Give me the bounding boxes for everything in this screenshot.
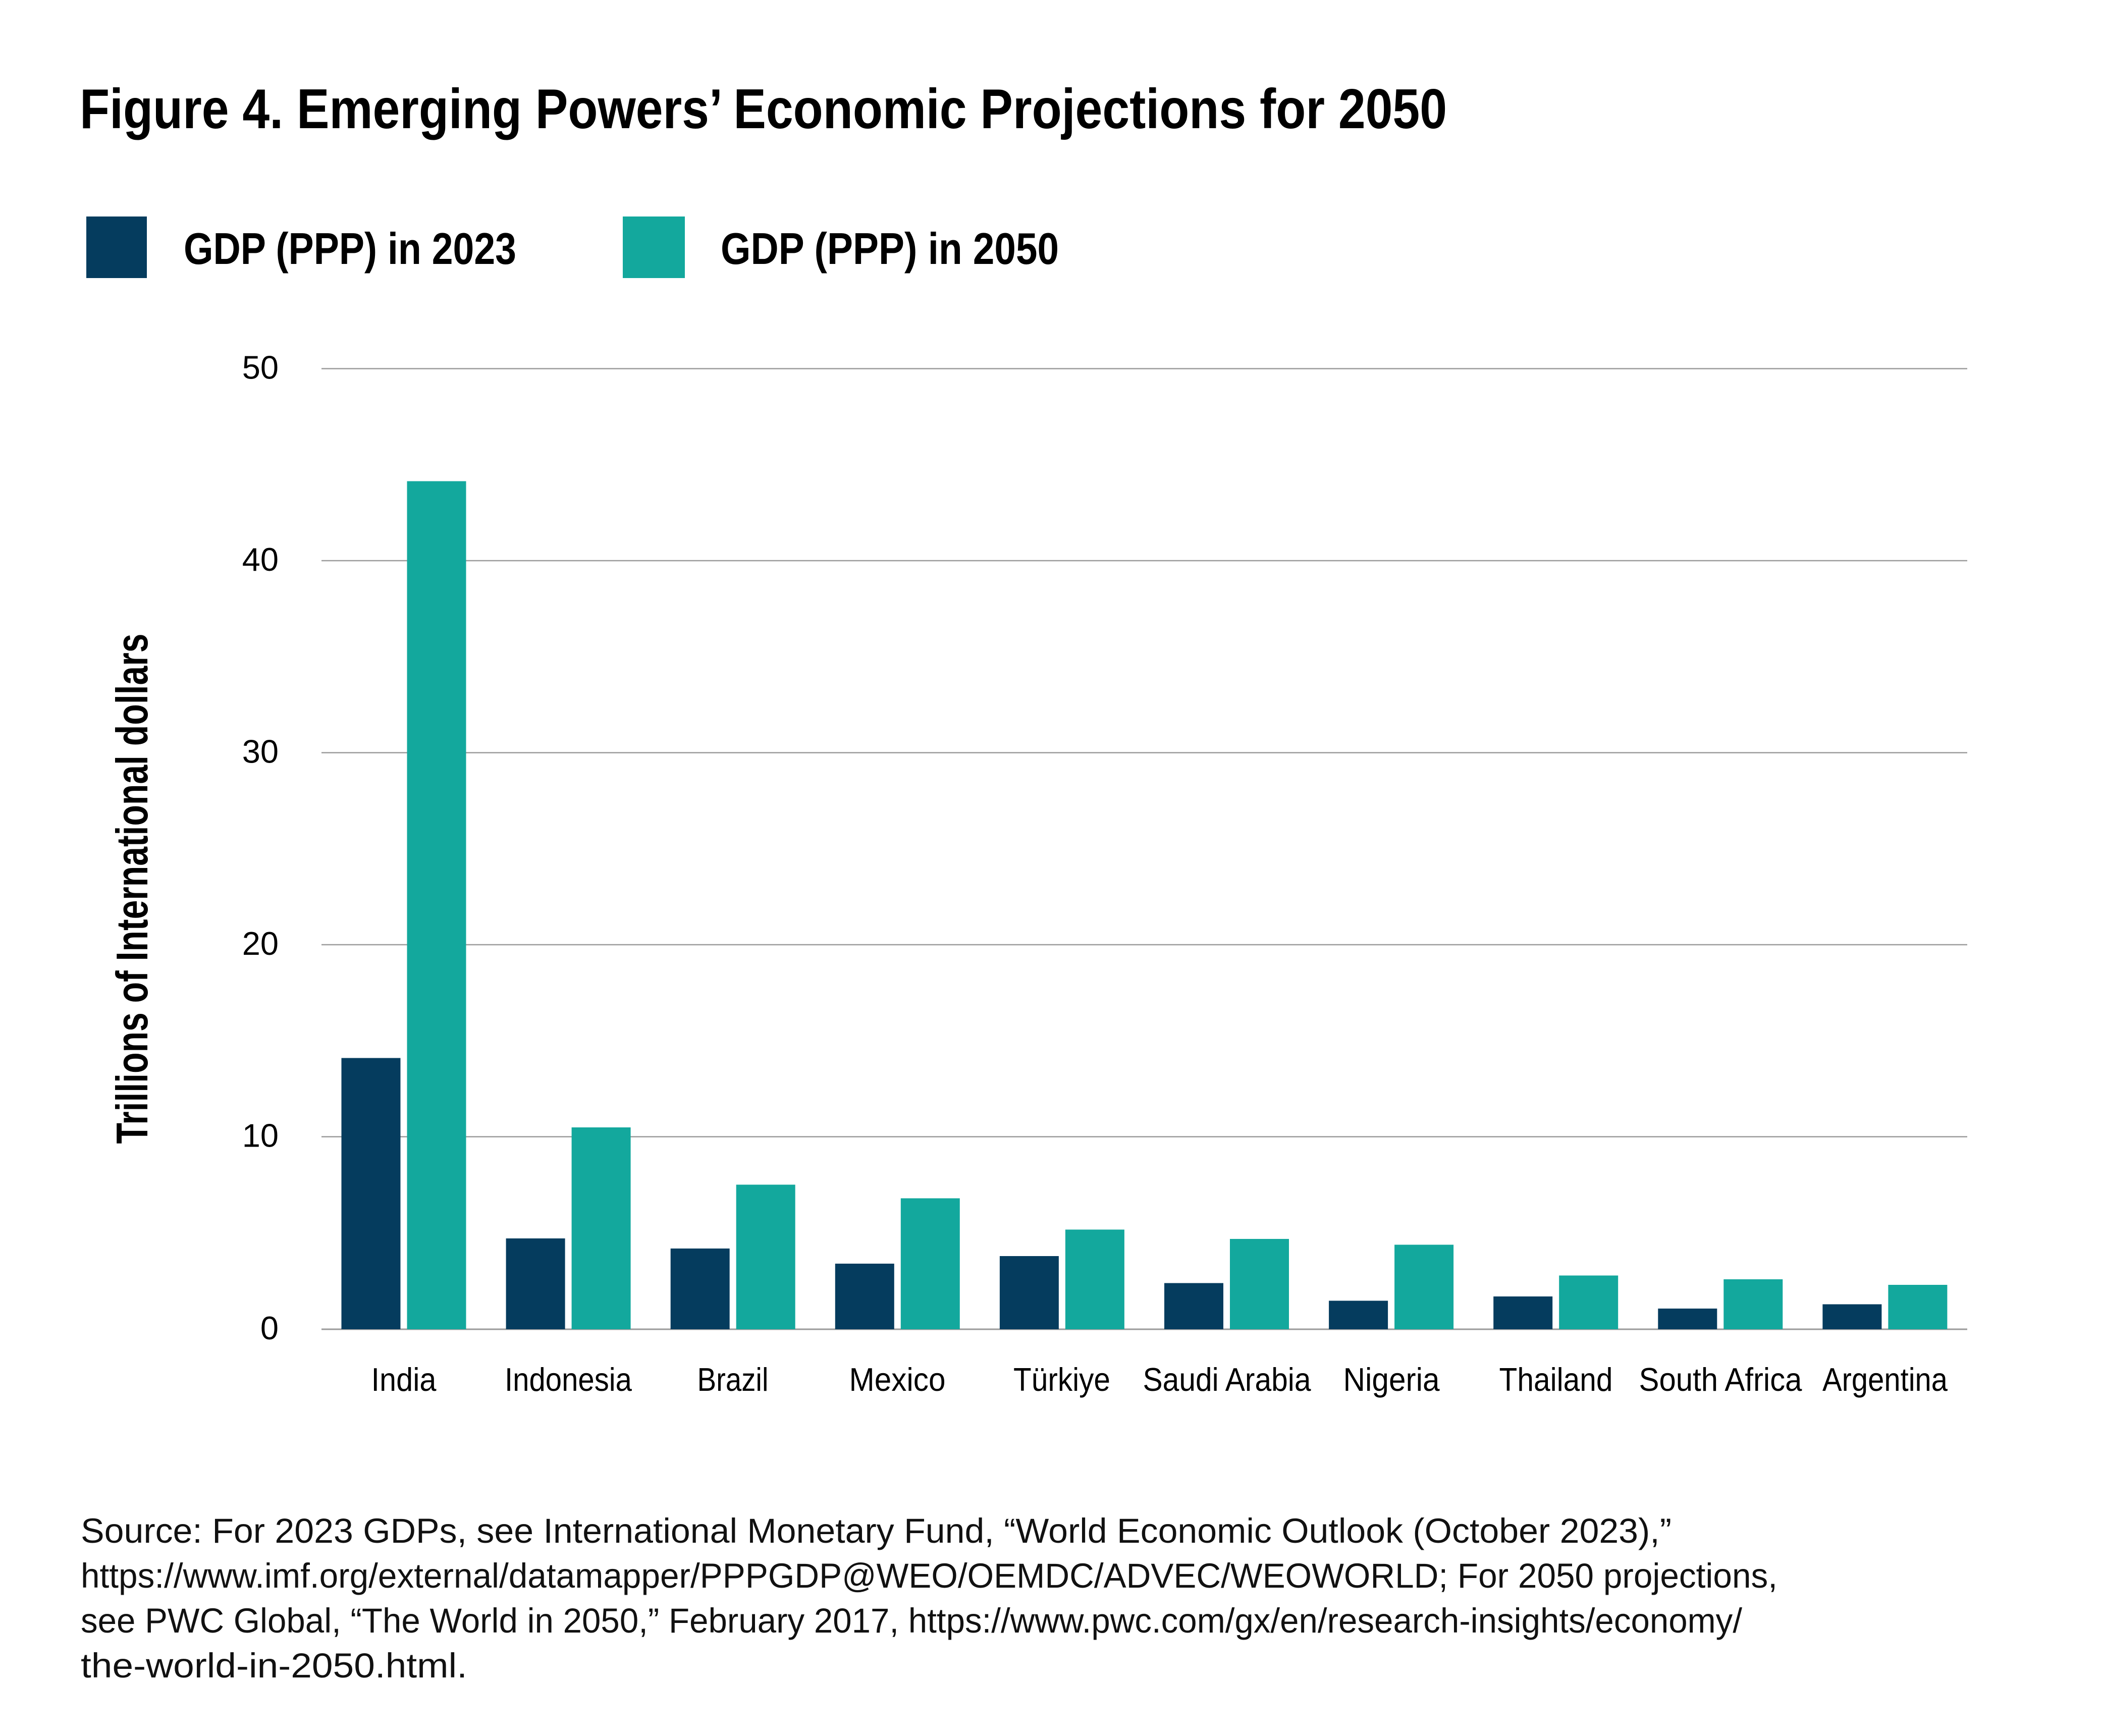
svg-text:Thailand: Thailand — [1499, 1361, 1613, 1398]
svg-text:40: 40 — [242, 541, 279, 578]
svg-text:Mexico: Mexico — [849, 1361, 946, 1398]
svg-text:Nigeria: Nigeria — [1343, 1361, 1440, 1398]
svg-text:Trillions of International dol: Trillions of International dollars — [107, 634, 157, 1144]
svg-text:50: 50 — [242, 349, 279, 386]
svg-text:Source: For 2023 GDPs, see Int: Source: For 2023 GDPs, see International… — [81, 1511, 1671, 1550]
svg-text:20: 20 — [242, 925, 279, 962]
svg-text:30: 30 — [242, 733, 279, 770]
svg-text:Brazil: Brazil — [697, 1361, 769, 1398]
svg-text:10: 10 — [242, 1117, 279, 1154]
svg-text:Figure 4. Emerging Powers’ Eco: Figure 4. Emerging Powers’ Economic Proj… — [80, 78, 1447, 140]
svg-text:Indonesia: Indonesia — [505, 1361, 632, 1398]
svg-text:Saudi Arabia: Saudi Arabia — [1143, 1361, 1312, 1398]
svg-text:0: 0 — [260, 1310, 279, 1346]
svg-text:Argentina: Argentina — [1822, 1361, 1948, 1398]
svg-text:the-world-in-2050.html.: the-world-in-2050.html. — [81, 1646, 467, 1685]
svg-text:see PWC Global, “The World in: see PWC Global, “The World in 2050,” Feb… — [81, 1601, 1743, 1640]
svg-text:GDP (PPP) in 2050: GDP (PPP) in 2050 — [721, 224, 1059, 274]
svg-text:India: India — [371, 1361, 437, 1398]
svg-text:https://www.imf.org/external/d: https://www.imf.org/external/datamapper/… — [81, 1556, 1777, 1595]
svg-text:Türkiye: Türkiye — [1013, 1361, 1110, 1398]
svg-text:GDP (PPP) in 2023: GDP (PPP) in 2023 — [184, 224, 516, 274]
svg-text:South Africa: South Africa — [1639, 1361, 1803, 1398]
